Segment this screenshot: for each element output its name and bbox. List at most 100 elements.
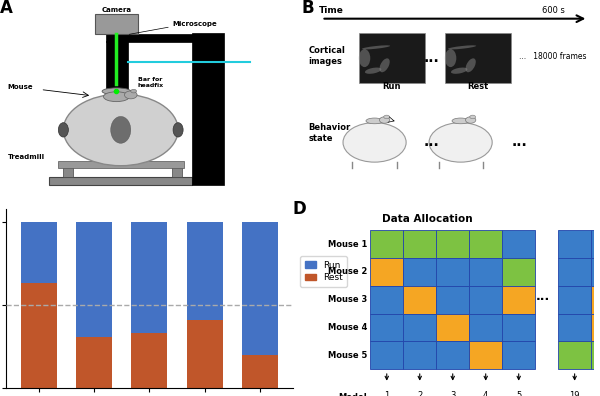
Bar xyxy=(469,314,502,341)
Bar xyxy=(21,222,57,284)
Bar xyxy=(558,258,591,286)
Text: Camera: Camera xyxy=(101,6,131,13)
Text: Data Allocation: Data Allocation xyxy=(382,214,472,224)
Text: Mouse 3: Mouse 3 xyxy=(328,295,367,304)
Bar xyxy=(187,222,223,320)
Text: ...: ... xyxy=(536,290,550,303)
Text: Cortical
images: Cortical images xyxy=(308,46,346,67)
Bar xyxy=(591,314,600,341)
Text: Rest: Rest xyxy=(467,82,488,91)
Text: 3: 3 xyxy=(450,391,455,396)
Ellipse shape xyxy=(365,68,382,74)
Bar xyxy=(469,258,502,286)
Ellipse shape xyxy=(362,45,390,50)
Bar xyxy=(106,41,128,89)
Bar xyxy=(403,258,436,286)
Bar xyxy=(436,230,469,258)
Text: ...: ... xyxy=(424,135,440,149)
Text: Model: Model xyxy=(338,392,367,396)
Bar xyxy=(403,286,436,314)
Ellipse shape xyxy=(466,58,476,72)
Ellipse shape xyxy=(452,118,469,124)
Bar xyxy=(370,341,403,369)
Bar xyxy=(370,286,403,314)
Bar xyxy=(502,258,535,286)
Ellipse shape xyxy=(102,88,131,95)
Text: 1: 1 xyxy=(384,391,389,396)
Bar xyxy=(558,286,591,314)
Bar xyxy=(558,341,591,369)
Bar xyxy=(131,222,167,333)
Bar xyxy=(436,314,469,341)
Text: 4: 4 xyxy=(483,391,488,396)
Text: ...: ... xyxy=(512,135,527,149)
Bar xyxy=(106,34,196,42)
Ellipse shape xyxy=(445,49,457,67)
Bar xyxy=(445,33,511,83)
Text: Microscope: Microscope xyxy=(172,21,217,27)
Bar xyxy=(370,258,403,286)
Text: 19: 19 xyxy=(569,391,580,396)
Text: 5: 5 xyxy=(516,391,521,396)
Bar xyxy=(76,337,112,388)
Ellipse shape xyxy=(104,92,130,102)
Circle shape xyxy=(343,123,406,162)
Bar xyxy=(242,222,278,355)
Bar xyxy=(558,230,591,258)
Ellipse shape xyxy=(366,118,383,124)
Bar xyxy=(172,167,182,177)
Bar xyxy=(242,355,278,388)
Legend: Run, Rest: Run, Rest xyxy=(300,256,347,287)
Ellipse shape xyxy=(58,123,68,137)
Ellipse shape xyxy=(451,68,467,74)
Circle shape xyxy=(466,117,476,123)
Text: Mouse 5: Mouse 5 xyxy=(328,351,367,360)
Ellipse shape xyxy=(173,123,183,137)
Bar xyxy=(58,161,184,168)
Bar xyxy=(95,14,138,34)
Circle shape xyxy=(470,115,476,119)
Text: Run: Run xyxy=(383,82,401,91)
Bar xyxy=(558,314,591,341)
Bar xyxy=(76,222,112,337)
Circle shape xyxy=(384,115,389,119)
Text: ...: ... xyxy=(424,51,440,65)
Bar xyxy=(469,230,502,258)
Bar xyxy=(359,33,425,83)
Circle shape xyxy=(429,123,492,162)
Bar xyxy=(436,341,469,369)
Bar xyxy=(370,230,403,258)
Bar xyxy=(370,314,403,341)
Ellipse shape xyxy=(380,58,390,72)
Bar xyxy=(502,341,535,369)
Text: 600 s: 600 s xyxy=(542,6,565,15)
Ellipse shape xyxy=(359,49,370,67)
Text: Bar for
headfix: Bar for headfix xyxy=(138,77,164,88)
Bar xyxy=(187,320,223,388)
Ellipse shape xyxy=(448,45,476,50)
Circle shape xyxy=(379,117,390,123)
Bar xyxy=(436,258,469,286)
Text: D: D xyxy=(293,200,307,218)
Bar xyxy=(591,341,600,369)
Text: B: B xyxy=(301,0,314,17)
Bar xyxy=(469,286,502,314)
Circle shape xyxy=(64,94,178,166)
Bar xyxy=(469,341,502,369)
Text: ...   18000 frames: ... 18000 frames xyxy=(520,52,587,61)
Circle shape xyxy=(131,89,137,93)
Circle shape xyxy=(124,91,137,99)
Text: A: A xyxy=(0,0,13,17)
Bar xyxy=(403,341,436,369)
Bar xyxy=(403,230,436,258)
Bar xyxy=(502,286,535,314)
Bar xyxy=(591,230,600,258)
Text: Treadmill: Treadmill xyxy=(7,154,44,160)
Bar xyxy=(591,258,600,286)
Bar xyxy=(21,284,57,388)
Text: Mouse 1: Mouse 1 xyxy=(328,240,367,249)
Bar xyxy=(436,286,469,314)
Text: 2: 2 xyxy=(417,391,422,396)
Ellipse shape xyxy=(110,116,131,143)
Bar xyxy=(591,286,600,314)
